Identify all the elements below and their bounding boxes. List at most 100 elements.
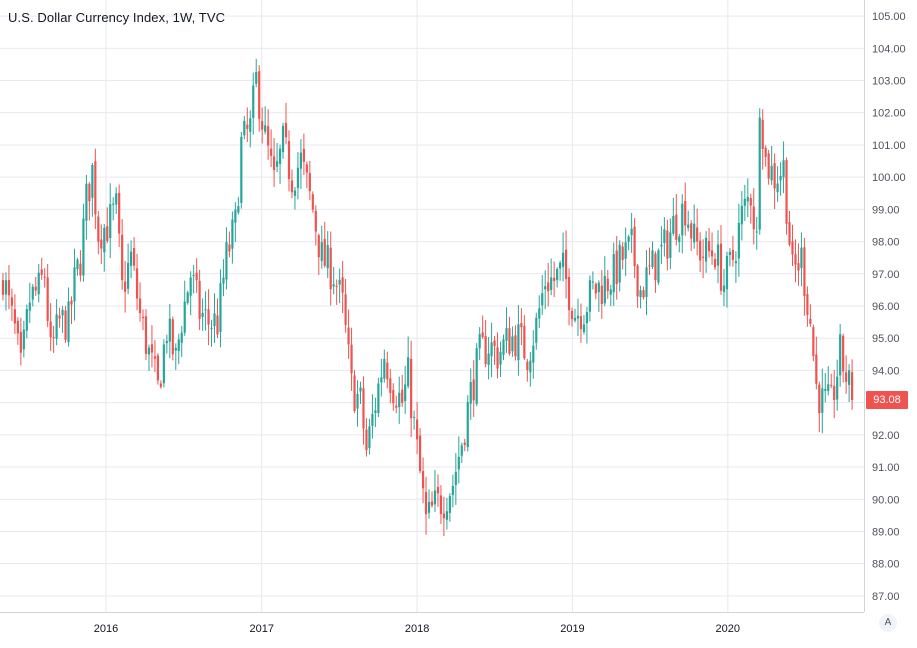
candle-body	[487, 353, 490, 365]
candle-body	[824, 388, 827, 391]
candle-body	[424, 492, 428, 515]
candle-body	[374, 410, 377, 414]
candle-body	[165, 341, 168, 344]
candle-body	[350, 344, 353, 374]
x-tick-label: 2016	[94, 623, 118, 635]
candle-body	[827, 384, 830, 391]
y-tick-label: 103.00	[872, 76, 906, 88]
candlestick-series	[1, 58, 854, 537]
y-tick-label: 100.00	[872, 172, 906, 184]
candle-body	[100, 239, 103, 249]
candle-body	[645, 267, 648, 297]
candle-body	[94, 161, 97, 215]
candle-body	[445, 511, 448, 520]
candle-body	[529, 360, 532, 373]
candle-body	[699, 240, 702, 261]
candle-body	[210, 328, 213, 330]
x-tick-label: 2017	[250, 623, 274, 635]
candle-body	[469, 382, 472, 404]
candle-body	[794, 254, 797, 265]
candle-body	[156, 355, 160, 381]
y-tick-label: 88.00	[872, 559, 900, 571]
candle-body	[168, 318, 171, 342]
candle-body	[785, 160, 788, 224]
candle-body	[320, 242, 323, 261]
candle-body	[305, 164, 308, 173]
candle-body	[88, 183, 91, 202]
y-tick-label: 104.00	[872, 43, 906, 55]
candle-body	[690, 223, 693, 239]
candle-body	[284, 122, 288, 138]
candle-body	[845, 372, 848, 382]
candle-body	[600, 285, 603, 304]
candle-body	[270, 148, 273, 156]
candle-body	[13, 309, 16, 324]
candle-body	[561, 252, 565, 267]
candle-body	[636, 265, 639, 297]
candle-body	[809, 318, 812, 324]
candle-body	[207, 309, 210, 325]
y-tick-label: 91.00	[872, 462, 900, 474]
y-tick-label: 102.00	[872, 108, 906, 120]
candle-body	[448, 496, 451, 513]
candle-body	[472, 379, 475, 401]
candle-body	[341, 277, 344, 293]
candle-body	[684, 201, 687, 226]
candle-body	[317, 235, 320, 258]
candle-body	[541, 293, 544, 306]
candle-body	[97, 216, 100, 242]
candle-body	[380, 377, 383, 383]
candle-body	[249, 118, 252, 132]
candle-body	[314, 210, 317, 232]
candle-body	[7, 279, 11, 296]
x-tick-label: 2019	[560, 623, 584, 635]
candle-body	[228, 244, 231, 252]
candle-body	[129, 251, 133, 266]
candle-body	[174, 347, 177, 351]
candle-body	[740, 205, 743, 225]
y-tick-label: 101.00	[872, 140, 906, 152]
candle-body	[657, 250, 660, 283]
candle-body	[615, 250, 618, 285]
candle-body	[624, 242, 627, 259]
candle-body	[436, 486, 440, 494]
candle-body	[58, 315, 61, 319]
candle-body	[213, 313, 216, 327]
candle-body	[141, 316, 145, 319]
candle-body	[34, 286, 37, 291]
candle-body	[588, 280, 592, 312]
candle-body	[383, 358, 386, 379]
candle-body	[198, 280, 201, 319]
candle-body	[433, 490, 437, 505]
candle-body	[728, 251, 732, 255]
candle-body	[633, 226, 636, 267]
candle-body	[627, 236, 630, 242]
candle-body	[791, 241, 794, 255]
candle-body	[189, 277, 192, 296]
candle-body	[46, 277, 49, 322]
candle-body	[427, 501, 431, 513]
candle-body	[687, 224, 690, 228]
candle-body	[722, 285, 726, 292]
candle-body	[725, 255, 729, 290]
candle-body	[413, 416, 416, 418]
candle-body	[275, 161, 279, 167]
candle-body	[797, 263, 800, 271]
candle-body	[49, 321, 52, 338]
candle-body	[430, 501, 434, 506]
candle-body	[442, 513, 446, 519]
candle-body	[255, 72, 258, 84]
candle-body	[830, 384, 833, 386]
candle-body	[171, 319, 174, 355]
candle-body	[353, 375, 356, 412]
candle-body	[404, 384, 407, 402]
candle-body	[153, 356, 157, 359]
candle-body	[79, 263, 82, 276]
candle-body	[523, 325, 526, 359]
candle-body	[544, 286, 547, 290]
candle-body	[451, 486, 454, 496]
auto-scale-button[interactable]: A	[879, 614, 897, 632]
candle-body	[195, 272, 198, 281]
